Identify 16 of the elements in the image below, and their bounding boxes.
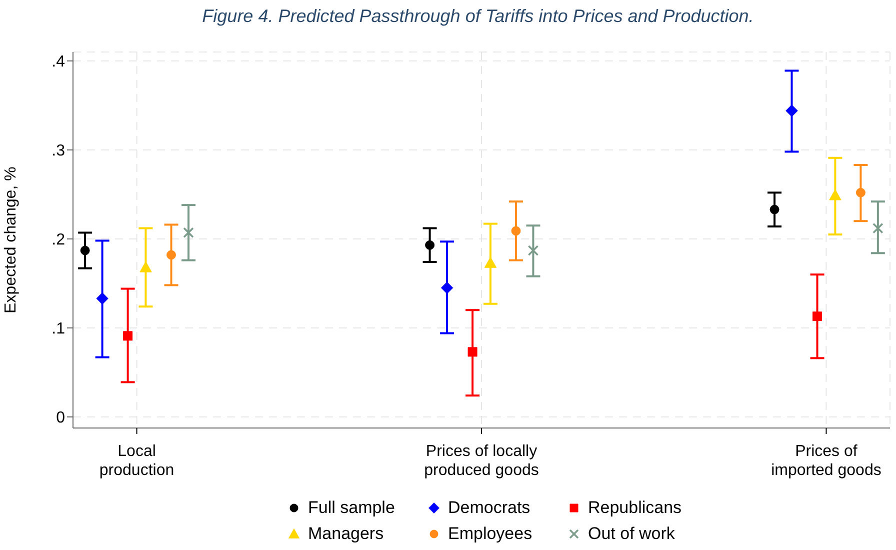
x-tick-label: Local production — [99, 443, 174, 479]
legend-label: Democrats — [448, 498, 530, 518]
y-axis-title: Expected change, % — [2, 166, 20, 314]
x-tick-label: Prices of imported goods — [771, 443, 882, 479]
legend-label: Republicans — [588, 498, 682, 518]
legend-label: Full sample — [308, 498, 395, 518]
legend-label: Employees — [448, 524, 532, 544]
y-tick-label: 0 — [56, 410, 66, 427]
chart-title: Figure 4. Predicted Passthrough of Tariffs into Prices and Production. — [201, 5, 755, 28]
y-tick-label: .1 — [52, 320, 66, 338]
legend-label: Managers — [308, 524, 384, 544]
legend-label: Out of work — [588, 524, 675, 544]
y-tick-label: .4 — [52, 54, 66, 71]
y-tick-label: .2 — [52, 232, 66, 249]
y-tick-label: .3 — [52, 142, 66, 160]
x-tick-label: Prices of locally produced goods — [424, 443, 539, 479]
